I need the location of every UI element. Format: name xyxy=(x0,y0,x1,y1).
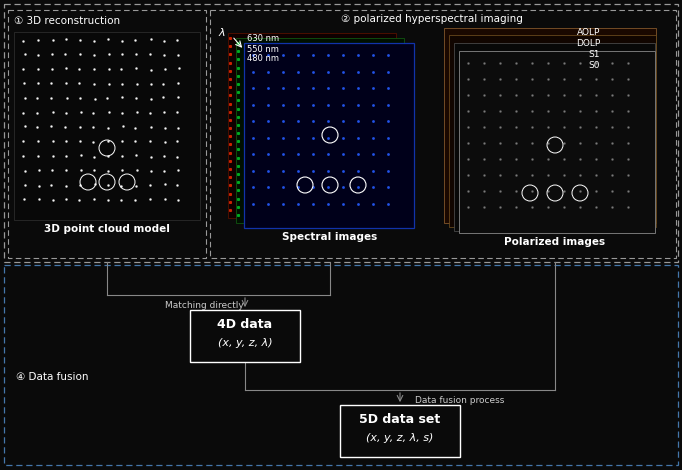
Text: ① 3D reconstruction: ① 3D reconstruction xyxy=(14,16,120,26)
Bar xyxy=(459,51,655,233)
Bar xyxy=(444,28,656,223)
Text: ② polarized hyperspectral imaging: ② polarized hyperspectral imaging xyxy=(341,14,523,24)
Text: AOLP: AOLP xyxy=(576,28,600,37)
Text: 5D data set: 5D data set xyxy=(359,413,441,426)
Text: 480 nm: 480 nm xyxy=(247,54,279,63)
Text: 630 nm: 630 nm xyxy=(247,34,279,43)
Bar xyxy=(14,32,200,220)
Text: 4D data: 4D data xyxy=(218,318,273,331)
Text: S1: S1 xyxy=(589,50,600,59)
Text: Data fusion process: Data fusion process xyxy=(415,396,505,405)
Bar xyxy=(4,4,678,262)
Bar xyxy=(236,38,404,223)
Bar xyxy=(4,265,678,465)
Text: 3D point cloud model: 3D point cloud model xyxy=(44,224,170,234)
Text: Polarized images: Polarized images xyxy=(505,237,606,247)
Text: Matching directly: Matching directly xyxy=(165,301,243,310)
Bar xyxy=(340,405,460,457)
Bar xyxy=(190,310,300,362)
Bar xyxy=(449,35,656,227)
Bar xyxy=(244,43,414,228)
Text: ④ Data fusion: ④ Data fusion xyxy=(16,372,89,382)
Bar xyxy=(8,10,206,258)
Text: λ: λ xyxy=(218,28,224,38)
Bar xyxy=(228,33,396,218)
Text: DOLP: DOLP xyxy=(576,39,600,48)
Text: Spectral images: Spectral images xyxy=(282,232,378,242)
Text: 550 nm: 550 nm xyxy=(247,45,279,54)
Text: (x, y, z, λ, s): (x, y, z, λ, s) xyxy=(366,433,434,443)
Text: (x, y, z, λ): (x, y, z, λ) xyxy=(218,338,272,348)
Bar xyxy=(454,43,655,231)
Text: S0: S0 xyxy=(589,61,600,70)
Bar xyxy=(210,10,676,258)
